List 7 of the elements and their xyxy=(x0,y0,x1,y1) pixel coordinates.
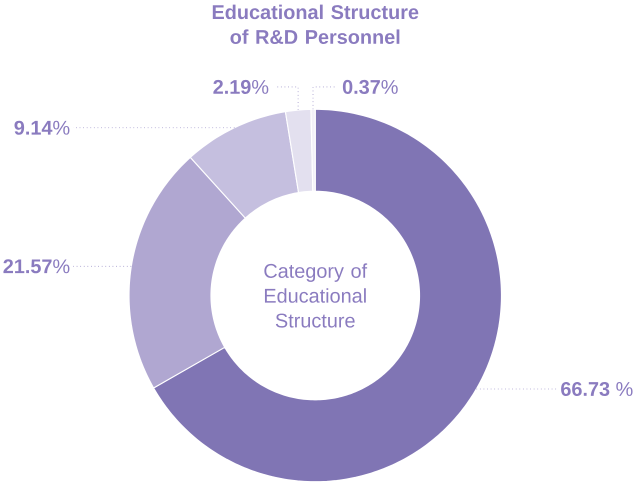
data-label: 2.19% xyxy=(213,80,268,94)
chart-title: Educational Structure of R&D Personnel xyxy=(212,4,418,44)
data-label: 21.57% xyxy=(3,259,70,274)
data-label: 0.37% xyxy=(342,80,398,94)
data-label: 66.73 % xyxy=(561,382,633,396)
text: Category of Educational Structure xyxy=(264,263,368,328)
data-label: 9.14% xyxy=(14,120,70,135)
